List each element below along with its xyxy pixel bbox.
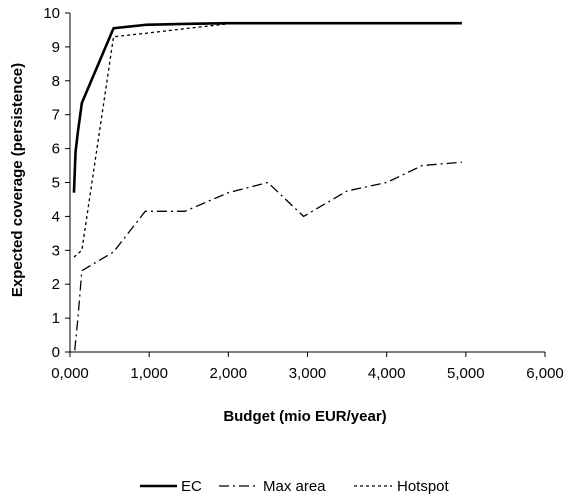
legend-label: EC [181,478,202,495]
x-tick-label: 4,000 [368,365,406,382]
y-tick-label: 9 [52,39,60,56]
y-tick-label: 3 [52,242,60,259]
series-line-max-area [74,161,462,351]
x-tick-label: 0,000 [51,365,89,382]
legend-label: Max area [263,478,326,495]
y-axis-title: Expected coverage (persistence) [9,63,26,297]
series-line-ec [72,21,462,193]
plot-area [72,21,462,351]
y-tick-label: 7 [52,107,60,124]
y-tick-label: 6 [52,141,60,158]
legend-label: Hotspot [397,478,450,495]
y-tick-label: 10 [43,5,60,22]
x-tick-label: 3,000 [289,365,327,382]
legend: EC Max area Hotspot [140,478,450,495]
y-tick-label: 4 [52,208,60,225]
x-tick-label: 6,000 [526,365,564,382]
y-tick-label: 0 [52,344,60,361]
y-tick-label: 5 [52,175,60,192]
x-tick-label: 2,000 [210,365,248,382]
axes: 0 1 2 3 4 5 6 7 8 9 10 0,000 1,000 2,000 3,000 4,000 5,0… [43,5,563,382]
x-tick-label: 5,000 [447,365,485,382]
x-axis-title: Budget (mio EUR/year) [223,408,386,425]
y-tick-label: 1 [52,310,60,327]
x-tick-label: 1,000 [130,365,168,382]
y-tick-label: 2 [52,276,60,293]
series-line-hotspot [73,22,462,258]
y-tick-label: 8 [52,73,60,90]
